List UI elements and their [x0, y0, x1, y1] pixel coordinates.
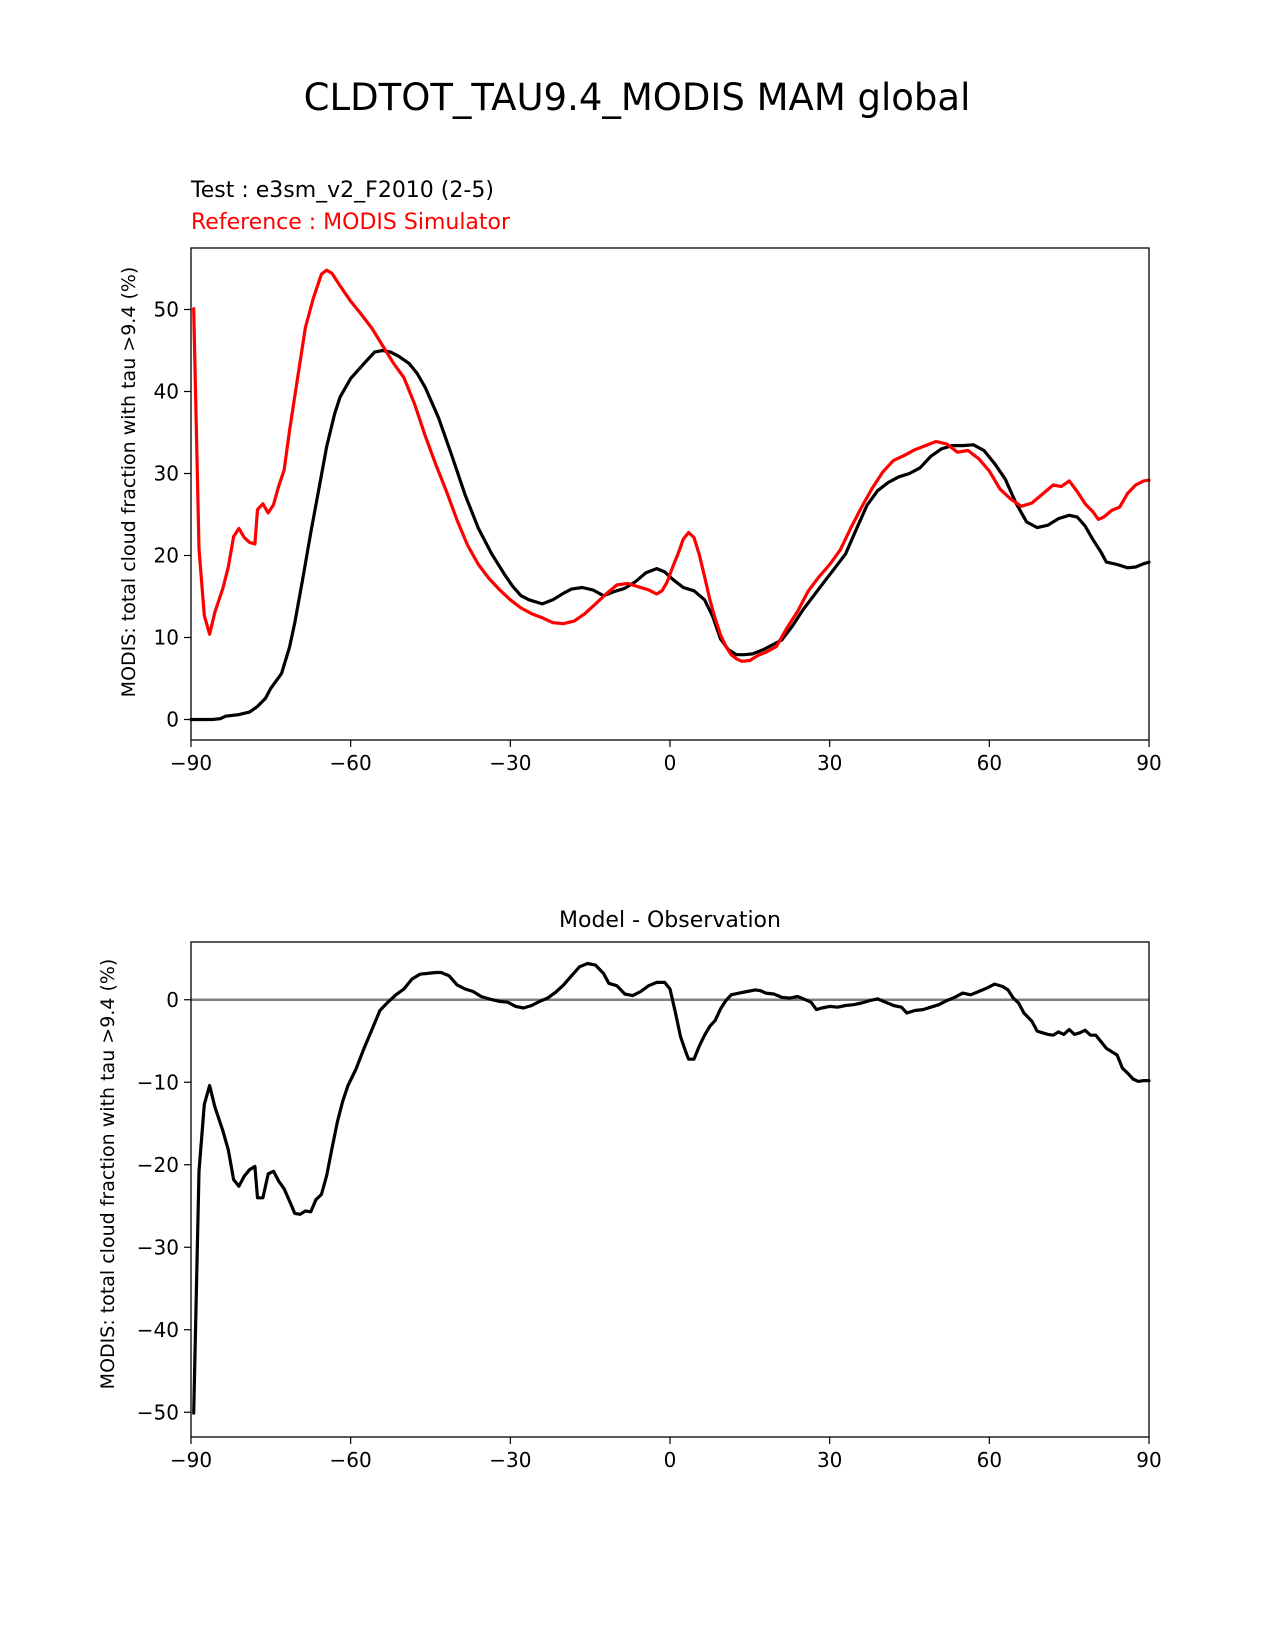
top-xtick-label: 90 — [1136, 751, 1161, 775]
top-ytick-label: 10 — [154, 626, 179, 650]
test-label: Test : e3sm_v2_F2010 (2-5) — [190, 178, 494, 203]
top-xtick-label: 0 — [664, 751, 677, 775]
top-axes-frame — [190, 247, 1150, 741]
bottom-ytick-label: −50 — [137, 1400, 179, 1424]
bottom-series-group — [191, 961, 1151, 1415]
bottom-panel: Model - Observation MODIS: total cloud f… — [97, 908, 1162, 1472]
top-xtick-label: −90 — [170, 751, 212, 775]
bottom-xtick-label: −90 — [170, 1448, 212, 1472]
top-xtick-label: 60 — [977, 751, 1002, 775]
bottom-series-line-0 — [192, 961, 1151, 1415]
bottom-ylabel: MODIS: total cloud fraction with tau >9.… — [97, 959, 119, 1390]
bottom-ytick-label: −10 — [137, 1070, 179, 1094]
top-xtick-label: −30 — [489, 751, 531, 775]
top-ytick-label: 20 — [154, 544, 179, 568]
top-xtick-label: −60 — [330, 751, 372, 775]
bottom-title: Model - Observation — [559, 908, 781, 933]
top-ticks: −90 −60 −30 0 30 60 90 0 10 20 30 40 50 — [154, 298, 1162, 776]
top-ytick-label: 0 — [166, 708, 179, 732]
bottom-ytick-label: −30 — [137, 1235, 179, 1259]
bottom-ticks: −90 −60 −30 0 30 60 90 0 −10 −20 −30 −40 −50 — [137, 988, 1162, 1472]
top-series-group — [189, 268, 1151, 722]
top-ytick-label: 30 — [154, 462, 179, 486]
bottom-axes-frame — [190, 941, 1150, 1438]
bottom-xtick-label: −60 — [330, 1448, 372, 1472]
top-panel: Test : e3sm_v2_F2010 (2-5) Reference : M… — [118, 178, 1162, 775]
bottom-xtick-label: 60 — [977, 1448, 1002, 1472]
bottom-ytick-label: −20 — [137, 1153, 179, 1177]
top-xtick-label: 30 — [817, 751, 842, 775]
bottom-xtick-label: 90 — [1136, 1448, 1161, 1472]
bottom-xtick-label: 30 — [817, 1448, 842, 1472]
bottom-xtick-label: 0 — [664, 1448, 677, 1472]
top-series-line-1 — [192, 268, 1151, 663]
bottom-xtick-label: −30 — [489, 1448, 531, 1472]
top-ytick-label: 40 — [154, 380, 179, 404]
figure-suptitle: CLDTOT_TAU9.4_MODIS MAM global — [304, 76, 971, 119]
bottom-ytick-label: 0 — [166, 988, 179, 1012]
top-ytick-label: 50 — [154, 298, 179, 322]
reference-label: Reference : MODIS Simulator — [191, 210, 511, 235]
top-ylabel: MODIS: total cloud fraction with tau >9.… — [118, 267, 140, 698]
bottom-ytick-label: −40 — [137, 1318, 179, 1342]
